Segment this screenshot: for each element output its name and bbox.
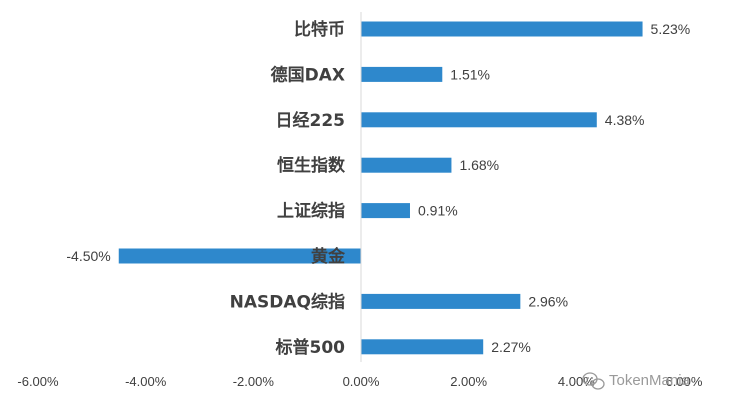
bar-4 [361,157,452,173]
x-tick-label-4: 0.00% [343,374,380,389]
wechat-icon [582,372,605,390]
value-label-2: 1.51% [450,66,490,82]
watermark: TokenMania [582,372,691,390]
category-label-6: 黄金 [311,246,346,267]
bar-3 [361,112,597,128]
bar-8 [361,339,484,355]
value-label-5: 0.91% [418,203,458,219]
category-label-2: 德国DAX [271,64,345,85]
watermark-text: TokenMania [609,372,691,389]
category-label-1: 比特币 [294,19,345,40]
x-tick-label-5: 2.00% [450,374,487,389]
bar-7 [361,293,521,309]
value-label-4: 1.68% [459,157,499,173]
x-tick-labels-group: -6.00% -4.00% -2.00% 0.00% 2.00% 4.00% 6.00% [17,374,702,389]
category-label-7: NASDAQ综指 [230,291,345,312]
bar-1 [361,21,643,37]
value-label-8: 2.27% [491,339,531,355]
category-label-3: 日经225 [276,110,346,131]
value-label-7: 2.96% [528,293,568,309]
category-label-8: 标普500 [276,337,346,358]
x-tick-label-7: 6.00% [666,374,703,389]
x-tick-label-1: -6.00% [17,374,59,389]
category-label-5: 上证综指 [277,201,345,222]
value-label-3: 4.38% [605,112,645,128]
x-tick-label-2: -4.00% [125,374,167,389]
bar-2 [361,66,443,82]
value-labels-group: 5.23% 1.51% 4.38% 1.68% 0.91% -4.50% 2.96% 2.27… [66,21,690,355]
bar-6 [118,248,361,264]
x-tick-label-3: -2.00% [233,374,275,389]
value-label-6: -4.50% [66,248,110,264]
x-tick-label-6: 4.00% [558,374,595,389]
value-label-1: 5.23% [651,21,691,37]
category-label-4: 恒生指数 [277,155,346,176]
bars-group [118,21,643,355]
bar-5 [361,203,410,219]
